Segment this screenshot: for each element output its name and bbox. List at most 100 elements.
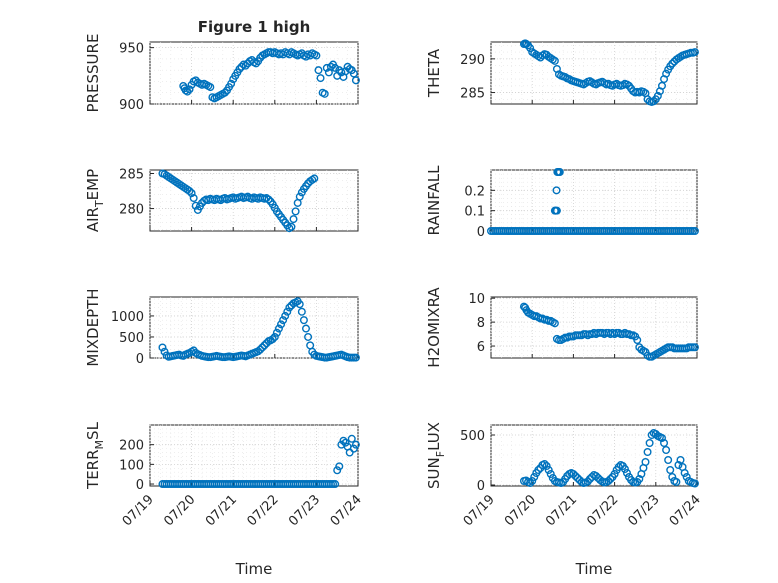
data-point xyxy=(279,316,288,325)
y-tick-label: 280 xyxy=(119,203,144,218)
data-point xyxy=(620,465,629,474)
y-tick-label: 900 xyxy=(119,98,144,113)
data-point xyxy=(291,207,300,216)
data-point xyxy=(314,66,323,75)
data-point xyxy=(191,201,200,210)
data-point xyxy=(274,324,283,333)
axes-frame xyxy=(149,424,359,487)
y-tick-label: 8 xyxy=(477,316,485,331)
data-point xyxy=(241,61,250,70)
data-point xyxy=(206,83,215,92)
y-tick-label: 0 xyxy=(477,479,485,494)
data-point xyxy=(185,187,194,196)
x-axis-label: Time xyxy=(575,560,613,578)
data-point xyxy=(235,65,244,74)
y-tick-label: 0 xyxy=(136,352,144,367)
data-point xyxy=(258,343,267,352)
y-tick-label: 10 xyxy=(468,292,485,307)
data-point xyxy=(550,319,559,328)
data-point xyxy=(690,479,699,488)
data-point xyxy=(672,478,681,487)
data-point xyxy=(351,353,360,362)
data-point xyxy=(268,335,277,344)
data-point xyxy=(252,59,261,68)
data-point xyxy=(552,186,561,195)
data-point xyxy=(610,470,619,479)
chart-title: Figure 1 high xyxy=(198,18,311,36)
subplot-pressure: 900 950 PRESSURE Figure 1 high xyxy=(84,18,360,113)
data-point xyxy=(351,440,360,449)
data-point xyxy=(270,332,279,341)
data-point xyxy=(304,332,313,341)
data-point xyxy=(552,206,561,215)
data-point xyxy=(682,473,691,482)
data-point xyxy=(189,194,198,203)
data-point xyxy=(181,86,190,95)
data-point xyxy=(585,475,594,484)
data-point xyxy=(676,456,685,465)
subplot-theta: 285 290 THETA xyxy=(425,39,699,106)
data-point xyxy=(690,226,699,235)
data-point xyxy=(331,63,340,72)
data-point xyxy=(668,59,677,68)
y-axis-label: H2OMIXRA xyxy=(425,287,443,368)
data-point xyxy=(569,470,578,479)
axes-frame xyxy=(149,296,359,359)
y-tick-label: 950 xyxy=(119,42,144,57)
data-point xyxy=(540,460,549,469)
y-tick-label: 1000 xyxy=(111,310,144,325)
axes-frame xyxy=(490,169,698,232)
data-point xyxy=(237,62,246,71)
data-point xyxy=(530,473,539,482)
y-tick-label: 0.2 xyxy=(464,184,485,199)
axes-frame xyxy=(490,424,698,487)
data-point xyxy=(662,69,671,78)
subplot-airtemp: 280 285 AIRTEMP xyxy=(84,168,359,233)
data-point xyxy=(337,68,346,77)
data-point xyxy=(649,97,658,106)
y-axis-label: RAINFALL xyxy=(425,165,443,236)
data-point xyxy=(643,448,652,457)
data-point xyxy=(341,438,350,447)
data-point xyxy=(657,81,666,90)
data-point xyxy=(256,345,265,354)
data-point xyxy=(347,434,356,443)
data-point xyxy=(526,44,535,53)
data-point xyxy=(666,466,675,475)
y-tick-label: 0 xyxy=(477,225,485,240)
data-point xyxy=(526,479,535,488)
y-tick-label: 500 xyxy=(119,331,144,346)
y-tick-label: 0.1 xyxy=(464,205,485,220)
data-point xyxy=(555,168,564,177)
y-axis-label: AIRTEMP xyxy=(84,169,106,232)
data-point xyxy=(260,341,269,350)
y-axis-label: TERRMSL xyxy=(84,421,106,490)
data-point xyxy=(606,475,615,484)
y-axis-label: PRESSURE xyxy=(84,34,102,113)
data-point xyxy=(604,477,613,486)
data-point xyxy=(289,215,298,224)
data-point xyxy=(534,466,543,475)
data-point xyxy=(674,461,683,470)
data-point xyxy=(660,439,669,448)
y-tick-label: 0 xyxy=(136,478,144,493)
data-point xyxy=(299,316,308,325)
data-point xyxy=(183,87,192,96)
data-point xyxy=(349,69,358,78)
data-point xyxy=(668,473,677,482)
data-point xyxy=(550,56,559,65)
y-tick-label: 6 xyxy=(477,340,485,355)
data-point xyxy=(345,448,354,457)
data-point xyxy=(546,470,555,479)
data-point xyxy=(185,85,194,94)
data-point xyxy=(653,91,662,100)
data-point xyxy=(349,444,358,453)
data-point xyxy=(295,300,304,309)
data-point xyxy=(310,174,319,183)
y-axis-label: THETA xyxy=(425,48,443,98)
data-point xyxy=(641,458,650,467)
data-point xyxy=(158,343,167,352)
data-point xyxy=(592,472,601,481)
data-point xyxy=(351,76,360,85)
